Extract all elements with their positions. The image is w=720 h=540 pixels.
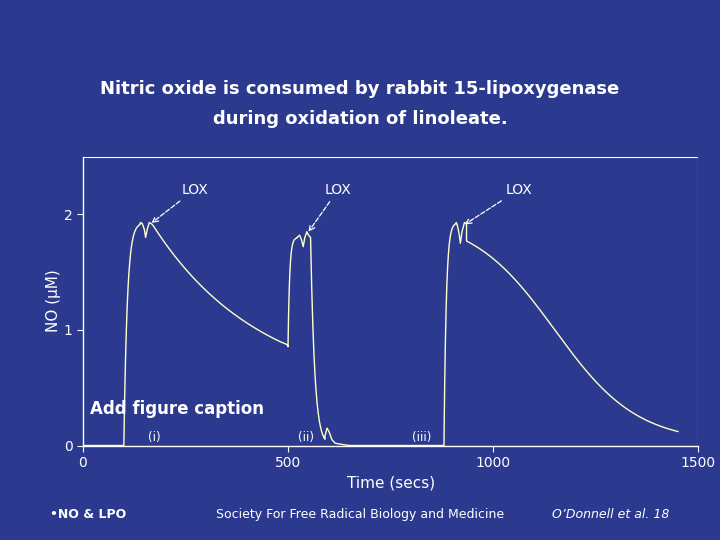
Text: Society For Free Radical Biology and Medicine: Society For Free Radical Biology and Med… xyxy=(216,508,504,522)
Text: LOX: LOX xyxy=(153,183,208,222)
Y-axis label: NO (μM): NO (μM) xyxy=(46,269,60,333)
Text: O’Donnell et al. 18: O’Donnell et al. 18 xyxy=(552,508,670,522)
Text: during oxidation of linoleate.: during oxidation of linoleate. xyxy=(212,110,508,128)
Text: (ii): (ii) xyxy=(299,431,315,444)
Text: Nitric oxide is consumed by rabbit 15-lipoxygenase: Nitric oxide is consumed by rabbit 15-li… xyxy=(100,80,620,98)
Text: LOX: LOX xyxy=(310,183,351,231)
Text: Add figure caption: Add figure caption xyxy=(91,400,264,418)
Text: •NO & LPO: •NO & LPO xyxy=(50,508,127,522)
Text: (i): (i) xyxy=(148,431,161,444)
Text: LOX: LOX xyxy=(466,183,532,224)
X-axis label: Time (secs): Time (secs) xyxy=(346,476,435,490)
Text: (iii): (iii) xyxy=(412,431,431,444)
